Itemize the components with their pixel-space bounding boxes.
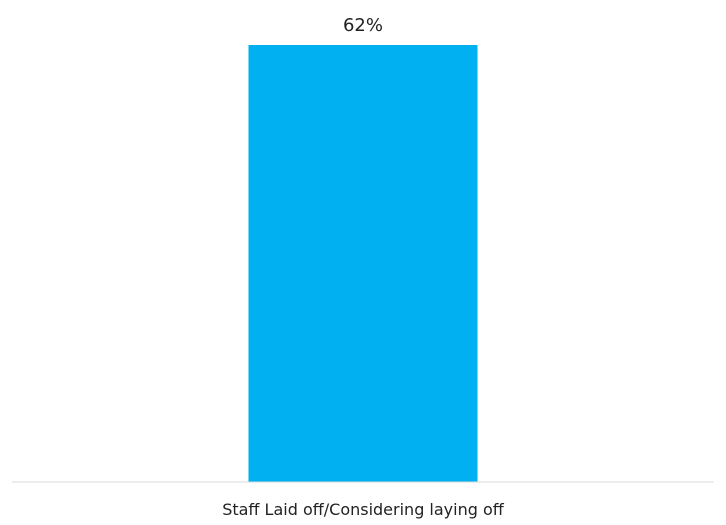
category-tick-label: Staff Laid off/Considering laying off: [222, 500, 505, 519]
bars-group: [248, 45, 478, 482]
bar-value-label: 62%: [343, 15, 383, 36]
bar: [248, 45, 478, 482]
data-labels-group: 62%: [343, 15, 383, 36]
category-labels-group: Staff Laid off/Considering laying off: [222, 500, 505, 519]
